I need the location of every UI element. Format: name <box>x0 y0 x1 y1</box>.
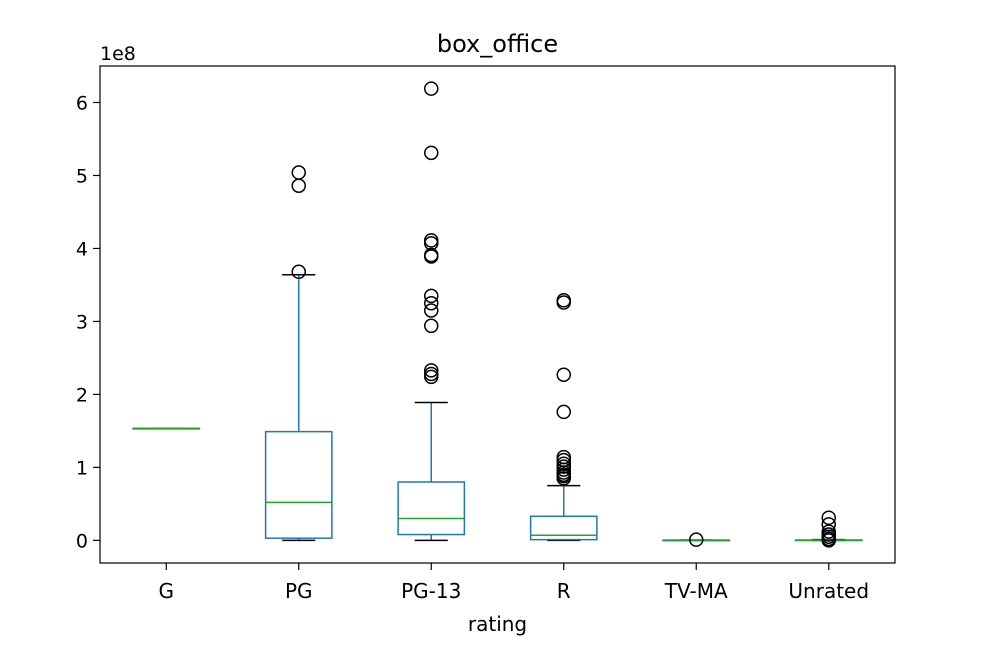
y-tick-label: 2 <box>76 384 88 406</box>
x-tick-label: PG-13 <box>401 579 461 603</box>
y-tick-label: 5 <box>76 165 88 187</box>
outlier-point <box>291 165 306 180</box>
outlier-point <box>291 264 306 280</box>
box-group-tv-ma <box>662 532 731 547</box>
y-axis: 0 1 2 3 4 5 6 <box>76 92 100 552</box>
outlier-point <box>424 288 439 304</box>
x-tick-label: PG <box>285 579 313 603</box>
outlier-point <box>424 81 439 96</box>
outlier-point <box>821 524 836 539</box>
outlier-point <box>556 456 571 471</box>
x-axis-label: rating <box>468 612 527 636</box>
x-tick-label: Unrated <box>788 579 869 603</box>
outlier-point <box>424 295 439 311</box>
outlier-point <box>424 247 439 263</box>
outlier-point <box>424 145 439 161</box>
x-tick-label: G <box>159 579 175 603</box>
box-iqr <box>264 430 333 539</box>
y-tick-label: 4 <box>76 238 88 260</box>
outlier-point <box>424 233 439 248</box>
outlier-point <box>424 318 439 334</box>
box-group-pg <box>264 165 333 542</box>
chart-title: box_office <box>437 30 558 58</box>
outlier-point <box>821 510 836 526</box>
outlier-point <box>821 517 836 532</box>
outlier-point <box>689 532 704 547</box>
outlier-point <box>556 449 571 465</box>
x-tick-label: TV-MA <box>664 579 728 603</box>
outlier-point <box>424 363 439 378</box>
box-group-g <box>132 427 201 430</box>
plot-content <box>132 81 863 548</box>
outlier-point <box>556 293 571 308</box>
y-tick-label: 1 <box>76 457 88 479</box>
box-group-unrated <box>794 510 863 548</box>
y-tick-label: 3 <box>76 311 88 333</box>
box-iqr <box>529 515 598 541</box>
outlier-point <box>556 367 571 382</box>
axes-frame <box>99 65 896 564</box>
outlier-point <box>424 303 439 318</box>
box-group-pg-13 <box>397 81 466 542</box>
x-tick-label: R <box>557 579 571 603</box>
y-tick-label: 0 <box>76 530 88 552</box>
y-tick-label: 6 <box>76 92 88 114</box>
box-iqr <box>397 481 466 536</box>
box-group-r <box>529 293 598 542</box>
x-axis: G PG PG-13 R TV-MA Unrated <box>159 563 869 603</box>
outlier-point <box>424 366 439 382</box>
y-axis-offset-label: 1e8 <box>100 43 136 65</box>
outlier-point <box>556 404 571 420</box>
